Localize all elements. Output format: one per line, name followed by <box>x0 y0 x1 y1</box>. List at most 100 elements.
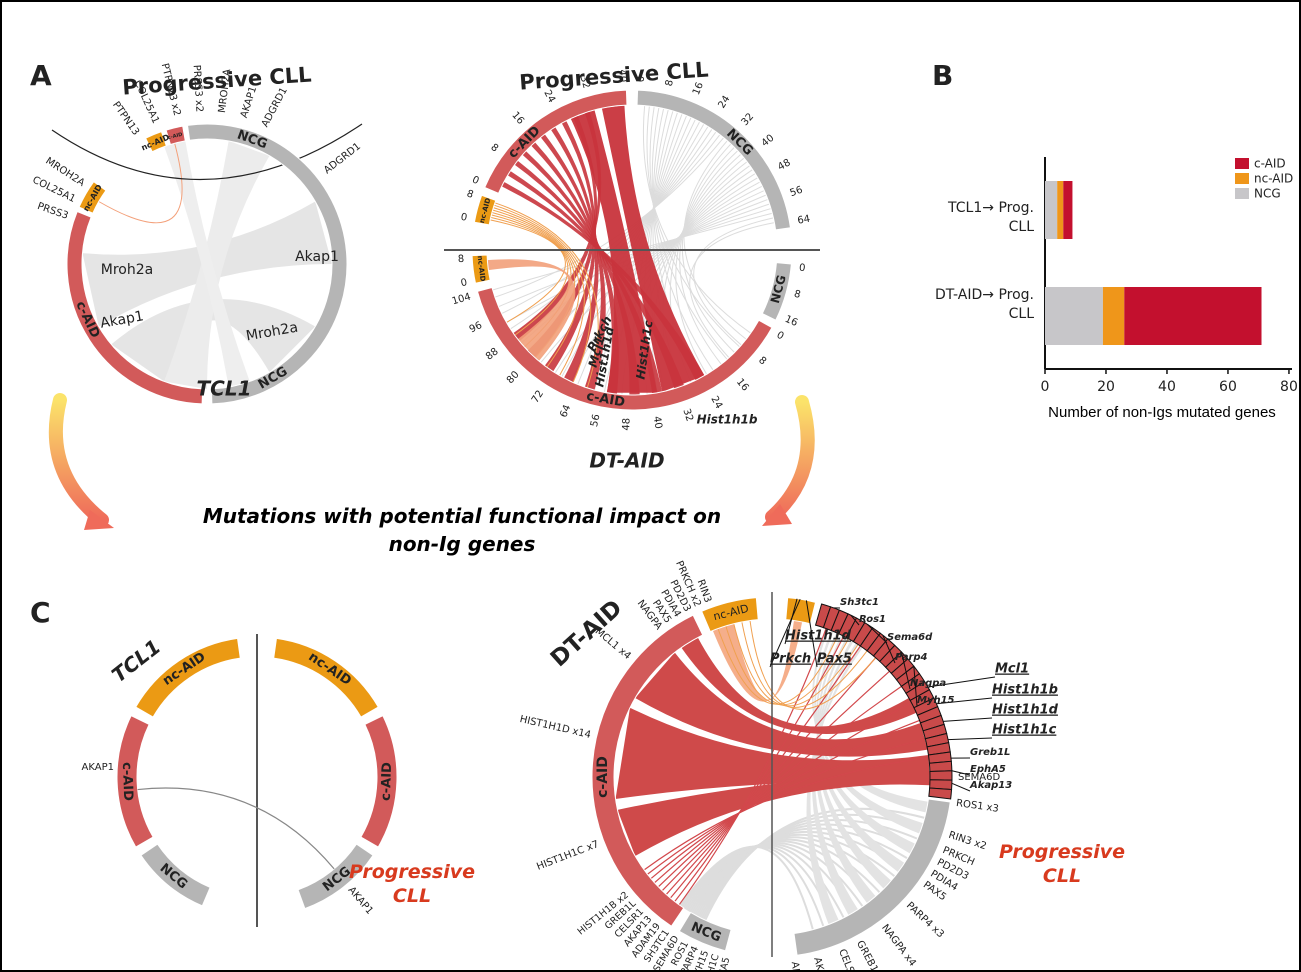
highlight-label: Sema6d <box>887 632 933 643</box>
highlight-label: Ros1 <box>859 614 886 625</box>
legend-swatch <box>1235 188 1249 199</box>
segment <box>274 638 379 717</box>
gene-label: 8 <box>488 142 500 155</box>
highlight-label: Parp4 <box>895 652 928 663</box>
gene-label: 8 <box>465 189 475 201</box>
gene-label: 64 <box>797 214 811 227</box>
leader-line <box>948 738 992 740</box>
gene-label: 48 <box>776 157 792 173</box>
gene-label: 56 <box>789 185 805 200</box>
highlight-label: Mcl1 <box>995 662 1029 677</box>
gene-label: PTPN13 <box>110 100 141 138</box>
gene-label: 72 <box>530 389 546 406</box>
caption: Mutations with potential functional impa… <box>202 502 722 558</box>
gene-label: 32 <box>680 407 695 423</box>
bar-segment <box>1045 181 1057 239</box>
link-label: Mroh2a <box>101 262 153 278</box>
leader-line <box>952 783 970 791</box>
bar-segment <box>1124 287 1261 345</box>
gene-label: 40 <box>651 415 664 429</box>
gene-label: AKAP1 <box>82 762 114 773</box>
panel-label: A <box>30 59 52 92</box>
panel-title: Progressive CLL <box>519 57 710 94</box>
legend-label: NCG <box>1254 187 1281 201</box>
bar-segment <box>1057 181 1063 239</box>
y-tick-label: TCL1→ Prog. CLL <box>924 199 1034 237</box>
gene-label: 24 <box>708 394 724 410</box>
segment <box>637 90 790 230</box>
gene-label: 104 <box>451 292 472 308</box>
gene-label: 48 <box>621 418 632 431</box>
panel-subtitle: DT-AID <box>589 449 664 473</box>
flow-arrow <box>772 402 808 517</box>
gene-label: 16 <box>509 110 526 127</box>
stripe-segment <box>929 788 952 799</box>
gene-label: ROS1 x3 <box>955 798 999 815</box>
gene-label: PRSS3 <box>36 201 70 222</box>
gene-label: 0 <box>470 175 480 188</box>
legend-label: nc-AID <box>1254 172 1293 186</box>
highlight-label: EphA5 <box>970 764 1006 775</box>
highlight-label: Hist1h1d <box>785 629 852 644</box>
gene-label: 0 <box>460 212 468 224</box>
panel-subtitle: Progressive CLL <box>997 840 1127 888</box>
gene-label: 0 <box>798 263 805 275</box>
gene-label: 0 <box>460 277 468 289</box>
gene-label: 24 <box>716 94 732 111</box>
segment-label: c-AID <box>119 762 135 801</box>
gene-label: 64 <box>558 403 573 419</box>
panel-label: C <box>30 596 51 629</box>
x-tick-label: 20 <box>1097 379 1115 395</box>
gene-label: 40 <box>760 133 777 150</box>
highlight-label: Greb1L <box>970 747 1010 758</box>
gene-label: 80 <box>505 369 522 386</box>
legend-label: c-AID <box>1254 157 1286 171</box>
y-tick-label: DT-AID→ Prog. CLL <box>924 286 1034 324</box>
highlight-label: Myh15 <box>917 695 955 706</box>
gene-label: AKAP13 x3 <box>811 956 835 970</box>
gene-label: ADGRD1 <box>322 141 363 176</box>
highlight-label: Sh3tc1 <box>840 597 879 608</box>
highlight-label: Hist1h1d <box>992 703 1059 718</box>
gene-label: 8 <box>756 355 768 368</box>
stripe-segment <box>929 761 951 771</box>
x-tick-label: 60 <box>1219 379 1237 395</box>
gene-label: 8 <box>458 254 465 265</box>
x-axis-label: Number of non-Igs mutated genes <box>1027 402 1297 424</box>
highlight-label: Hist1h1c <box>992 723 1057 738</box>
figure: ABCnc-AIDc-AIDNCGnc-AIDc-AIDNCGPTPN13COL… <box>0 0 1301 972</box>
panel-label: B <box>932 59 953 92</box>
gene-label: ADGRD1 <box>260 86 290 129</box>
x-tick-label: 40 <box>1158 379 1176 395</box>
link-label: Hist1h1b <box>697 413 758 427</box>
x-tick-label: 80 <box>1280 379 1298 395</box>
gene-label: 8 <box>793 289 802 301</box>
bar-segment <box>1045 287 1103 345</box>
bar-segment <box>1103 287 1124 345</box>
stripe-segment <box>930 771 952 780</box>
panel-title: DT-AID <box>546 595 628 672</box>
x-tick-label: 0 <box>1041 379 1050 395</box>
leader-line <box>943 718 992 721</box>
gene-label: GREB1L <box>854 939 883 970</box>
gene-label: 56 <box>589 413 602 428</box>
gene-label: 32 <box>740 111 757 128</box>
gene-label: 0 <box>774 330 785 343</box>
panel-subtitle: TCL1 <box>197 377 252 401</box>
gene-label: 88 <box>484 346 501 362</box>
link-label: Akap1 <box>295 249 339 265</box>
highlight-label: Prkch <box>770 652 811 667</box>
flow-arrow <box>56 400 102 520</box>
figure-canvas: ABCnc-AIDc-AIDNCGnc-AIDc-AIDNCGPTPN13COL… <box>2 2 1299 970</box>
highlight-label: Pax5 <box>817 652 852 667</box>
gene-label: ADAM19 <box>789 961 805 970</box>
gene-label: HIST1H1C x7 <box>535 839 600 873</box>
segment <box>786 598 816 624</box>
gene-label: PARP4 x3 <box>904 900 946 940</box>
segment-label: c-AID <box>379 762 395 801</box>
panel-subtitle: Progressive CLL <box>347 860 477 908</box>
gene-label: NAGPA x4 <box>879 923 918 969</box>
legend-swatch <box>1235 158 1249 169</box>
highlight-label: Hist1h1b <box>992 683 1058 698</box>
segment-label: c-AID <box>595 756 611 798</box>
